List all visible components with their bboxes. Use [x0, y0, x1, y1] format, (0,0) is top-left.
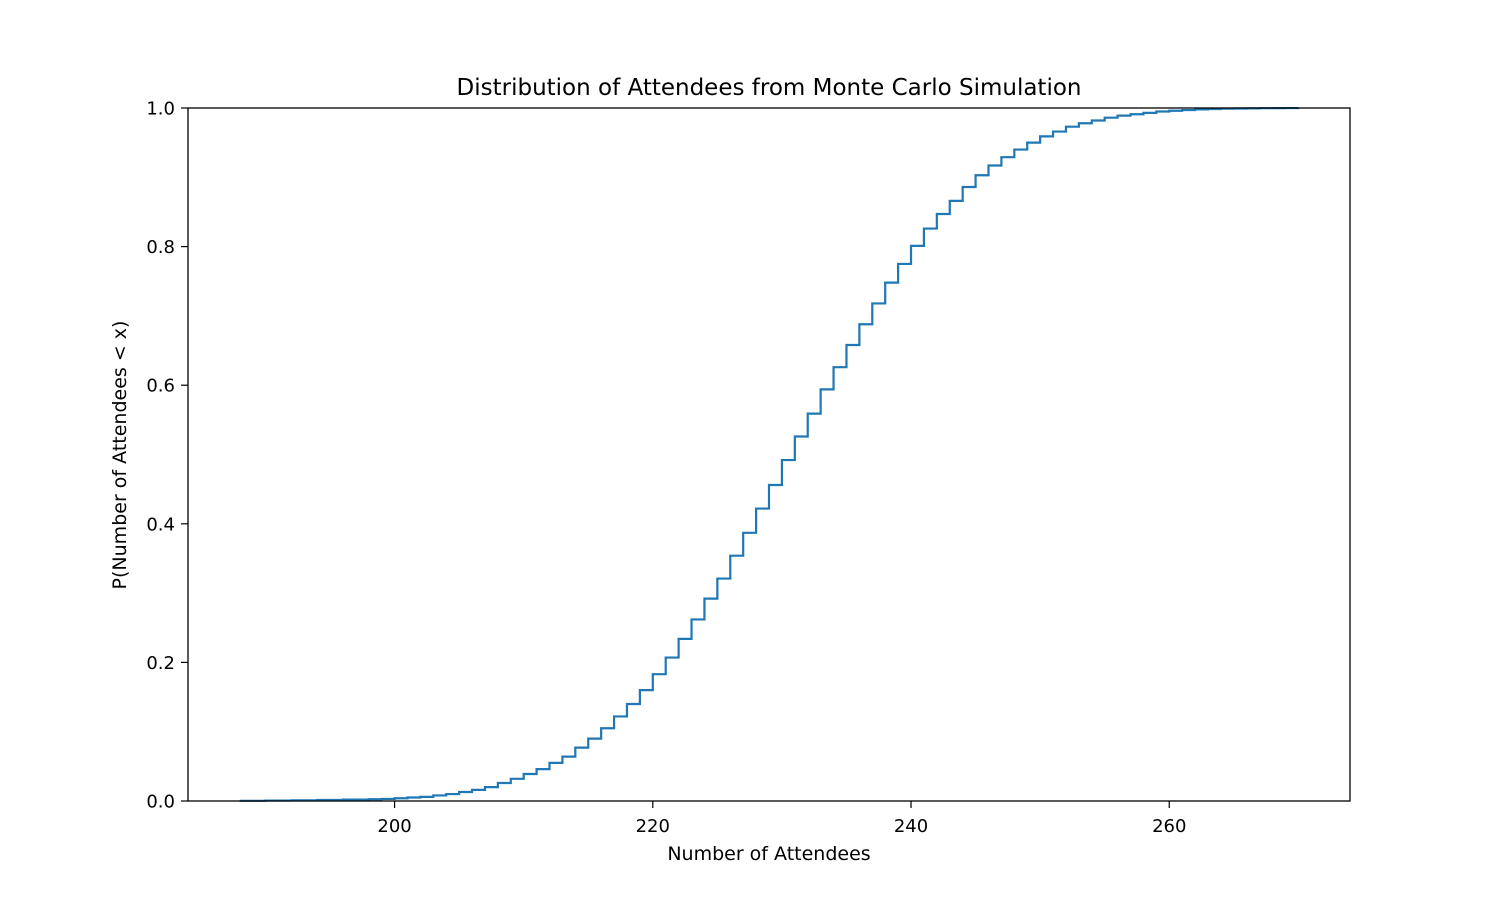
axes: 200 220 240 260 0.0 0.2 0.4 0.6 0.8 1.0	[146, 99, 1351, 837]
x-tick-label-200: 200	[377, 816, 411, 837]
y-tick-label-0.0: 0.0	[146, 792, 175, 813]
x-tick-label-260: 260	[1152, 816, 1186, 837]
plot-frame	[187, 107, 1351, 802]
y-tick-label-0.8: 0.8	[146, 237, 175, 258]
y-tick-label-1.0: 1.0	[146, 99, 175, 120]
chart-title: Distribution of Attendees from Monte Car…	[457, 75, 1082, 101]
cdf-step-line-0	[239, 106, 1300, 802]
y-tick-label-0.4: 0.4	[146, 514, 175, 535]
y-axis-label: P(Number of Attendees < x)	[109, 321, 131, 590]
x-tick-label-240: 240	[894, 816, 928, 837]
x-axis-label: Number of Attendees	[667, 843, 870, 865]
plot-area	[239, 106, 1300, 802]
y-tick-label-0.6: 0.6	[146, 376, 175, 397]
x-tick-label-220: 220	[636, 816, 670, 837]
y-tick-label-0.2: 0.2	[146, 653, 175, 674]
